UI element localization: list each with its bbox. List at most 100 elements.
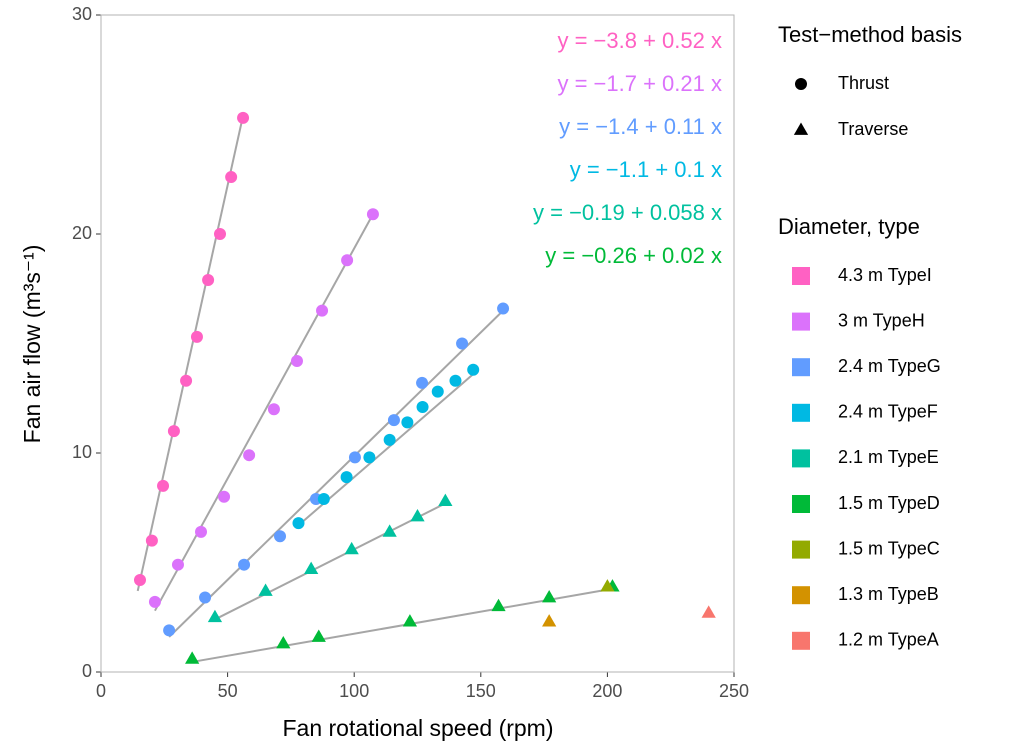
point — [438, 493, 453, 507]
point — [258, 583, 273, 596]
fit-line — [136, 115, 245, 592]
point — [341, 254, 354, 267]
legend-key — [792, 586, 810, 605]
equation: y = −1.1 + 0.1 x — [570, 157, 722, 182]
point — [340, 471, 353, 484]
point — [416, 376, 429, 389]
equation: y = −3.8 + 0.52 x — [557, 28, 722, 53]
legend-label: Thrust — [838, 73, 889, 93]
legend-key — [795, 78, 807, 90]
legend-label: 2.4 m TypeF — [838, 402, 938, 422]
point — [316, 304, 329, 317]
point — [401, 416, 414, 429]
point — [363, 451, 376, 464]
y-tick-label: 30 — [72, 4, 92, 24]
point — [456, 337, 469, 350]
point — [145, 534, 158, 547]
point — [416, 401, 429, 414]
point — [317, 492, 330, 505]
x-tick-label: 0 — [96, 681, 106, 701]
legend-key — [792, 449, 810, 468]
point — [290, 355, 303, 368]
equation: y = −0.26 + 0.02 x — [545, 243, 722, 268]
point — [542, 614, 557, 627]
y-axis-label: Fan air flow (m³s⁻¹) — [19, 245, 45, 444]
point — [157, 479, 170, 492]
legend-label: 1.5 m TypeD — [838, 493, 940, 513]
legend-key — [792, 358, 810, 377]
point — [171, 558, 184, 571]
point — [402, 614, 418, 627]
point — [431, 385, 444, 398]
point — [237, 111, 250, 124]
legend-label: 3 m TypeH — [838, 310, 925, 330]
point — [238, 558, 251, 571]
fit-line — [154, 213, 374, 612]
point — [202, 273, 215, 286]
fit-line — [168, 309, 504, 638]
point — [148, 595, 161, 608]
point — [449, 374, 462, 387]
x-axis-label: Fan rotational speed (rpm) — [282, 715, 553, 741]
point — [600, 579, 615, 592]
legend-key — [792, 312, 810, 331]
legend-label: Traverse — [838, 119, 908, 139]
shape-legend-title: Test−method basis — [778, 22, 962, 47]
point — [133, 574, 146, 587]
equation: y = −0.19 + 0.058 x — [533, 200, 722, 225]
y-tick-label: 10 — [72, 442, 92, 462]
legend-label: 1.3 m TypeB — [838, 584, 939, 604]
point — [292, 517, 305, 530]
point — [410, 509, 425, 522]
x-tick-label: 150 — [466, 681, 496, 701]
point — [167, 425, 180, 438]
point — [387, 414, 400, 427]
legend-key — [792, 403, 810, 422]
point — [243, 449, 256, 462]
point — [207, 609, 223, 623]
point — [467, 363, 480, 376]
point — [344, 541, 359, 555]
legend-key — [793, 122, 809, 135]
equation: y = −1.7 + 0.21 x — [557, 71, 722, 96]
legend-key — [792, 495, 810, 513]
legend-key — [792, 631, 810, 650]
point — [199, 591, 212, 604]
point — [366, 208, 379, 221]
point — [267, 403, 280, 416]
equation: y = −1.4 + 0.11 x — [559, 114, 722, 139]
point — [195, 525, 208, 538]
point — [348, 451, 361, 464]
point — [214, 228, 227, 240]
y-tick-label: 0 — [82, 661, 92, 681]
point — [311, 629, 326, 642]
legend-label: 1.2 m TypeA — [838, 630, 939, 650]
x-tick-label: 250 — [719, 681, 749, 701]
point — [185, 651, 200, 664]
point — [225, 171, 238, 184]
point — [491, 598, 506, 612]
point — [218, 490, 231, 503]
legend-label: 2.1 m TypeE — [838, 447, 939, 467]
legend-label: 4.3 m TypeI — [838, 265, 932, 285]
point — [163, 624, 176, 637]
point — [180, 374, 193, 387]
color-legend-title: Diameter, type — [778, 214, 920, 239]
point — [304, 561, 319, 574]
fit-line — [191, 587, 613, 663]
point — [190, 330, 203, 343]
legend-key — [792, 540, 810, 559]
legend-key — [792, 267, 810, 285]
x-tick-label: 100 — [339, 681, 369, 701]
legend-label: 2.4 m TypeG — [838, 356, 941, 376]
fit-line — [214, 502, 446, 621]
point — [383, 433, 396, 446]
point — [497, 302, 510, 315]
x-tick-label: 200 — [592, 681, 622, 701]
point — [701, 605, 716, 618]
point — [274, 530, 287, 543]
legend-label: 1.5 m TypeC — [838, 538, 940, 558]
y-tick-label: 20 — [72, 223, 92, 243]
point — [382, 524, 397, 537]
